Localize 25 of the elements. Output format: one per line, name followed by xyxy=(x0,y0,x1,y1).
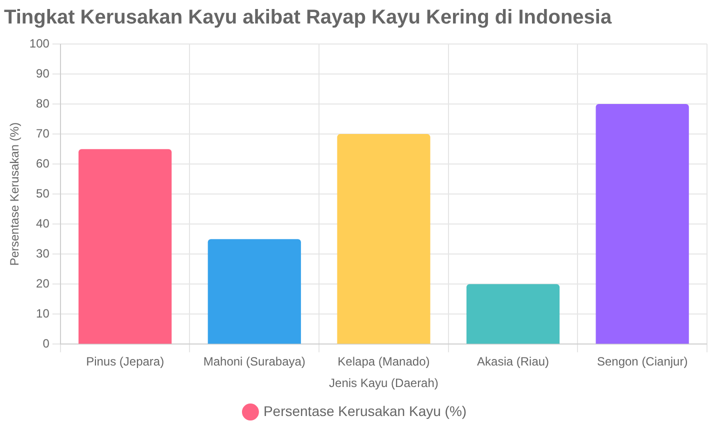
y-tick-label: 30 xyxy=(36,246,50,260)
chart-title: Tingkat Kerusakan Kayu akibat Rayap Kayu Kering di Indonesia xyxy=(4,6,612,29)
y-tick-label: 80 xyxy=(36,96,50,110)
y-tick-label: 10 xyxy=(36,306,50,320)
y-axis-title: Persentase Kerusakan (%) xyxy=(8,122,22,266)
y-tick-label: 90 xyxy=(36,66,50,80)
bar xyxy=(78,149,172,344)
x-tick-label: Sengon (Cianjur) xyxy=(596,354,688,369)
bar xyxy=(208,239,301,344)
legend-label: Persentase Kerusakan Kayu (%) xyxy=(263,402,467,419)
y-tick-label: 0 xyxy=(42,336,50,351)
y-tick-label: 40 xyxy=(36,216,50,230)
y-tick-label: 100 xyxy=(29,36,50,50)
y-tick-label: 20 xyxy=(36,276,50,290)
x-tick-label: Pinus (Jepara) xyxy=(86,354,164,369)
x-tick-label: Kelapa (Manado) xyxy=(338,354,430,369)
bar xyxy=(466,284,560,344)
bar xyxy=(337,134,430,344)
y-tick-label: 70 xyxy=(36,126,50,140)
bar xyxy=(596,104,689,344)
x-tick-label: Akasia (Riau) xyxy=(477,354,550,369)
x-axis-title: Jenis Kayu (Daerah) xyxy=(329,376,438,390)
y-tick-label: 50 xyxy=(36,186,50,200)
y-tick-label: 60 xyxy=(36,156,50,170)
x-tick-label: Mahoni (Surabaya) xyxy=(203,354,306,369)
